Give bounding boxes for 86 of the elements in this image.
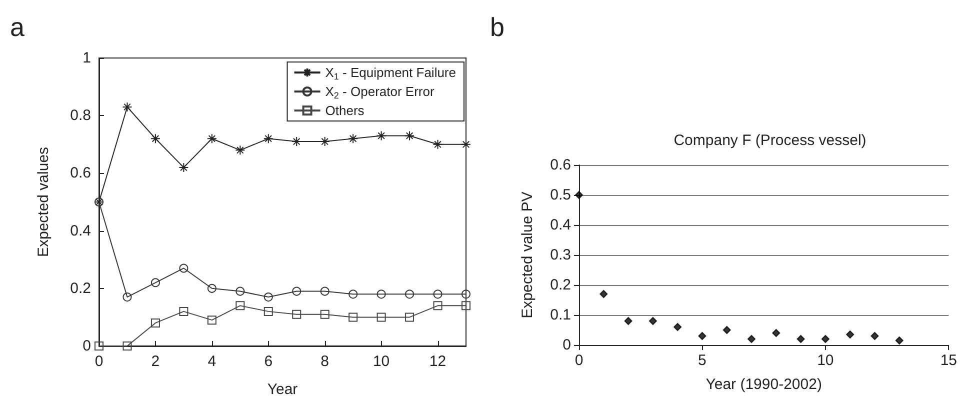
y-axis-title: Expected values [35,146,52,258]
point [264,306,273,316]
y-axis-title: Expected value PV [519,192,536,318]
point [348,290,358,299]
x-tick-label: 4 [208,353,216,370]
chart-title: Company F (Process vessel) [674,132,866,149]
text: b [490,12,504,42]
point [772,329,780,337]
point [624,317,632,325]
x-tick-label: 0 [94,353,104,370]
point [462,290,470,299]
y-tick-label: 0 [82,338,91,354]
x-axis-title: Year (1990-2002) [706,376,822,393]
point [178,162,189,172]
point [575,191,583,199]
y-tick-label: 0 [562,336,571,354]
y-tick-label: 0.5 [550,186,571,204]
point [846,330,854,338]
x-tick-label: 0 [574,352,584,369]
y-tick-label: 0.4 [550,216,571,234]
point [648,317,657,325]
point [870,332,879,340]
point [674,323,682,331]
point [348,134,358,144]
x-tick-label: 8 [320,353,330,370]
point [150,278,160,288]
point [405,290,414,299]
point [404,130,415,141]
point [207,284,216,293]
point [722,326,731,334]
point [320,136,330,147]
y-tick-label: 1 [82,50,91,66]
point [433,301,442,310]
point [432,139,443,150]
legend-label: Others [325,103,365,118]
x-tick-label: 12 [429,353,446,370]
y-tick-label: 0.3 [550,246,571,264]
point [462,301,470,310]
y-tick-label: 0.2 [550,276,571,294]
point [796,335,805,343]
point [821,335,830,343]
point [236,286,245,296]
point [348,312,358,322]
y-tick-label: 0.1 [550,306,571,324]
point [179,264,188,273]
point [895,336,904,344]
point [698,332,706,340]
x-tick-label: 5 [698,352,706,369]
point [122,102,132,112]
point [94,342,104,350]
point [376,290,386,299]
x-tick-label: 2 [151,353,160,370]
x-tick-label: 10 [372,353,390,370]
point [292,310,302,319]
x-tick-label: 6 [264,353,273,370]
x-tick-label: 15 [940,352,957,369]
y-tick-label: 0.6 [550,156,571,174]
point [150,318,160,328]
x-axis-title: Year [267,381,298,398]
point [433,290,442,299]
y-tick-label: 0.2 [70,280,91,297]
point [376,312,386,322]
point [264,292,273,302]
x-tick-label: 10 [817,352,834,369]
point [292,136,302,147]
point [150,134,160,144]
point [207,316,216,325]
y-tick-label: 0.8 [70,107,91,124]
point [600,290,608,298]
y-tick-label: 0.4 [70,222,91,240]
point [320,310,330,319]
point [263,134,274,144]
point [376,130,386,141]
point [748,335,756,343]
point [405,312,414,322]
point [179,306,188,316]
point [122,342,132,350]
point [320,286,330,296]
point [292,286,302,296]
y-tick-label: 0.6 [70,164,91,182]
point [236,301,245,310]
point [206,134,217,144]
point [122,292,132,302]
text: a [10,12,25,42]
point [235,145,246,156]
point [461,139,471,150]
